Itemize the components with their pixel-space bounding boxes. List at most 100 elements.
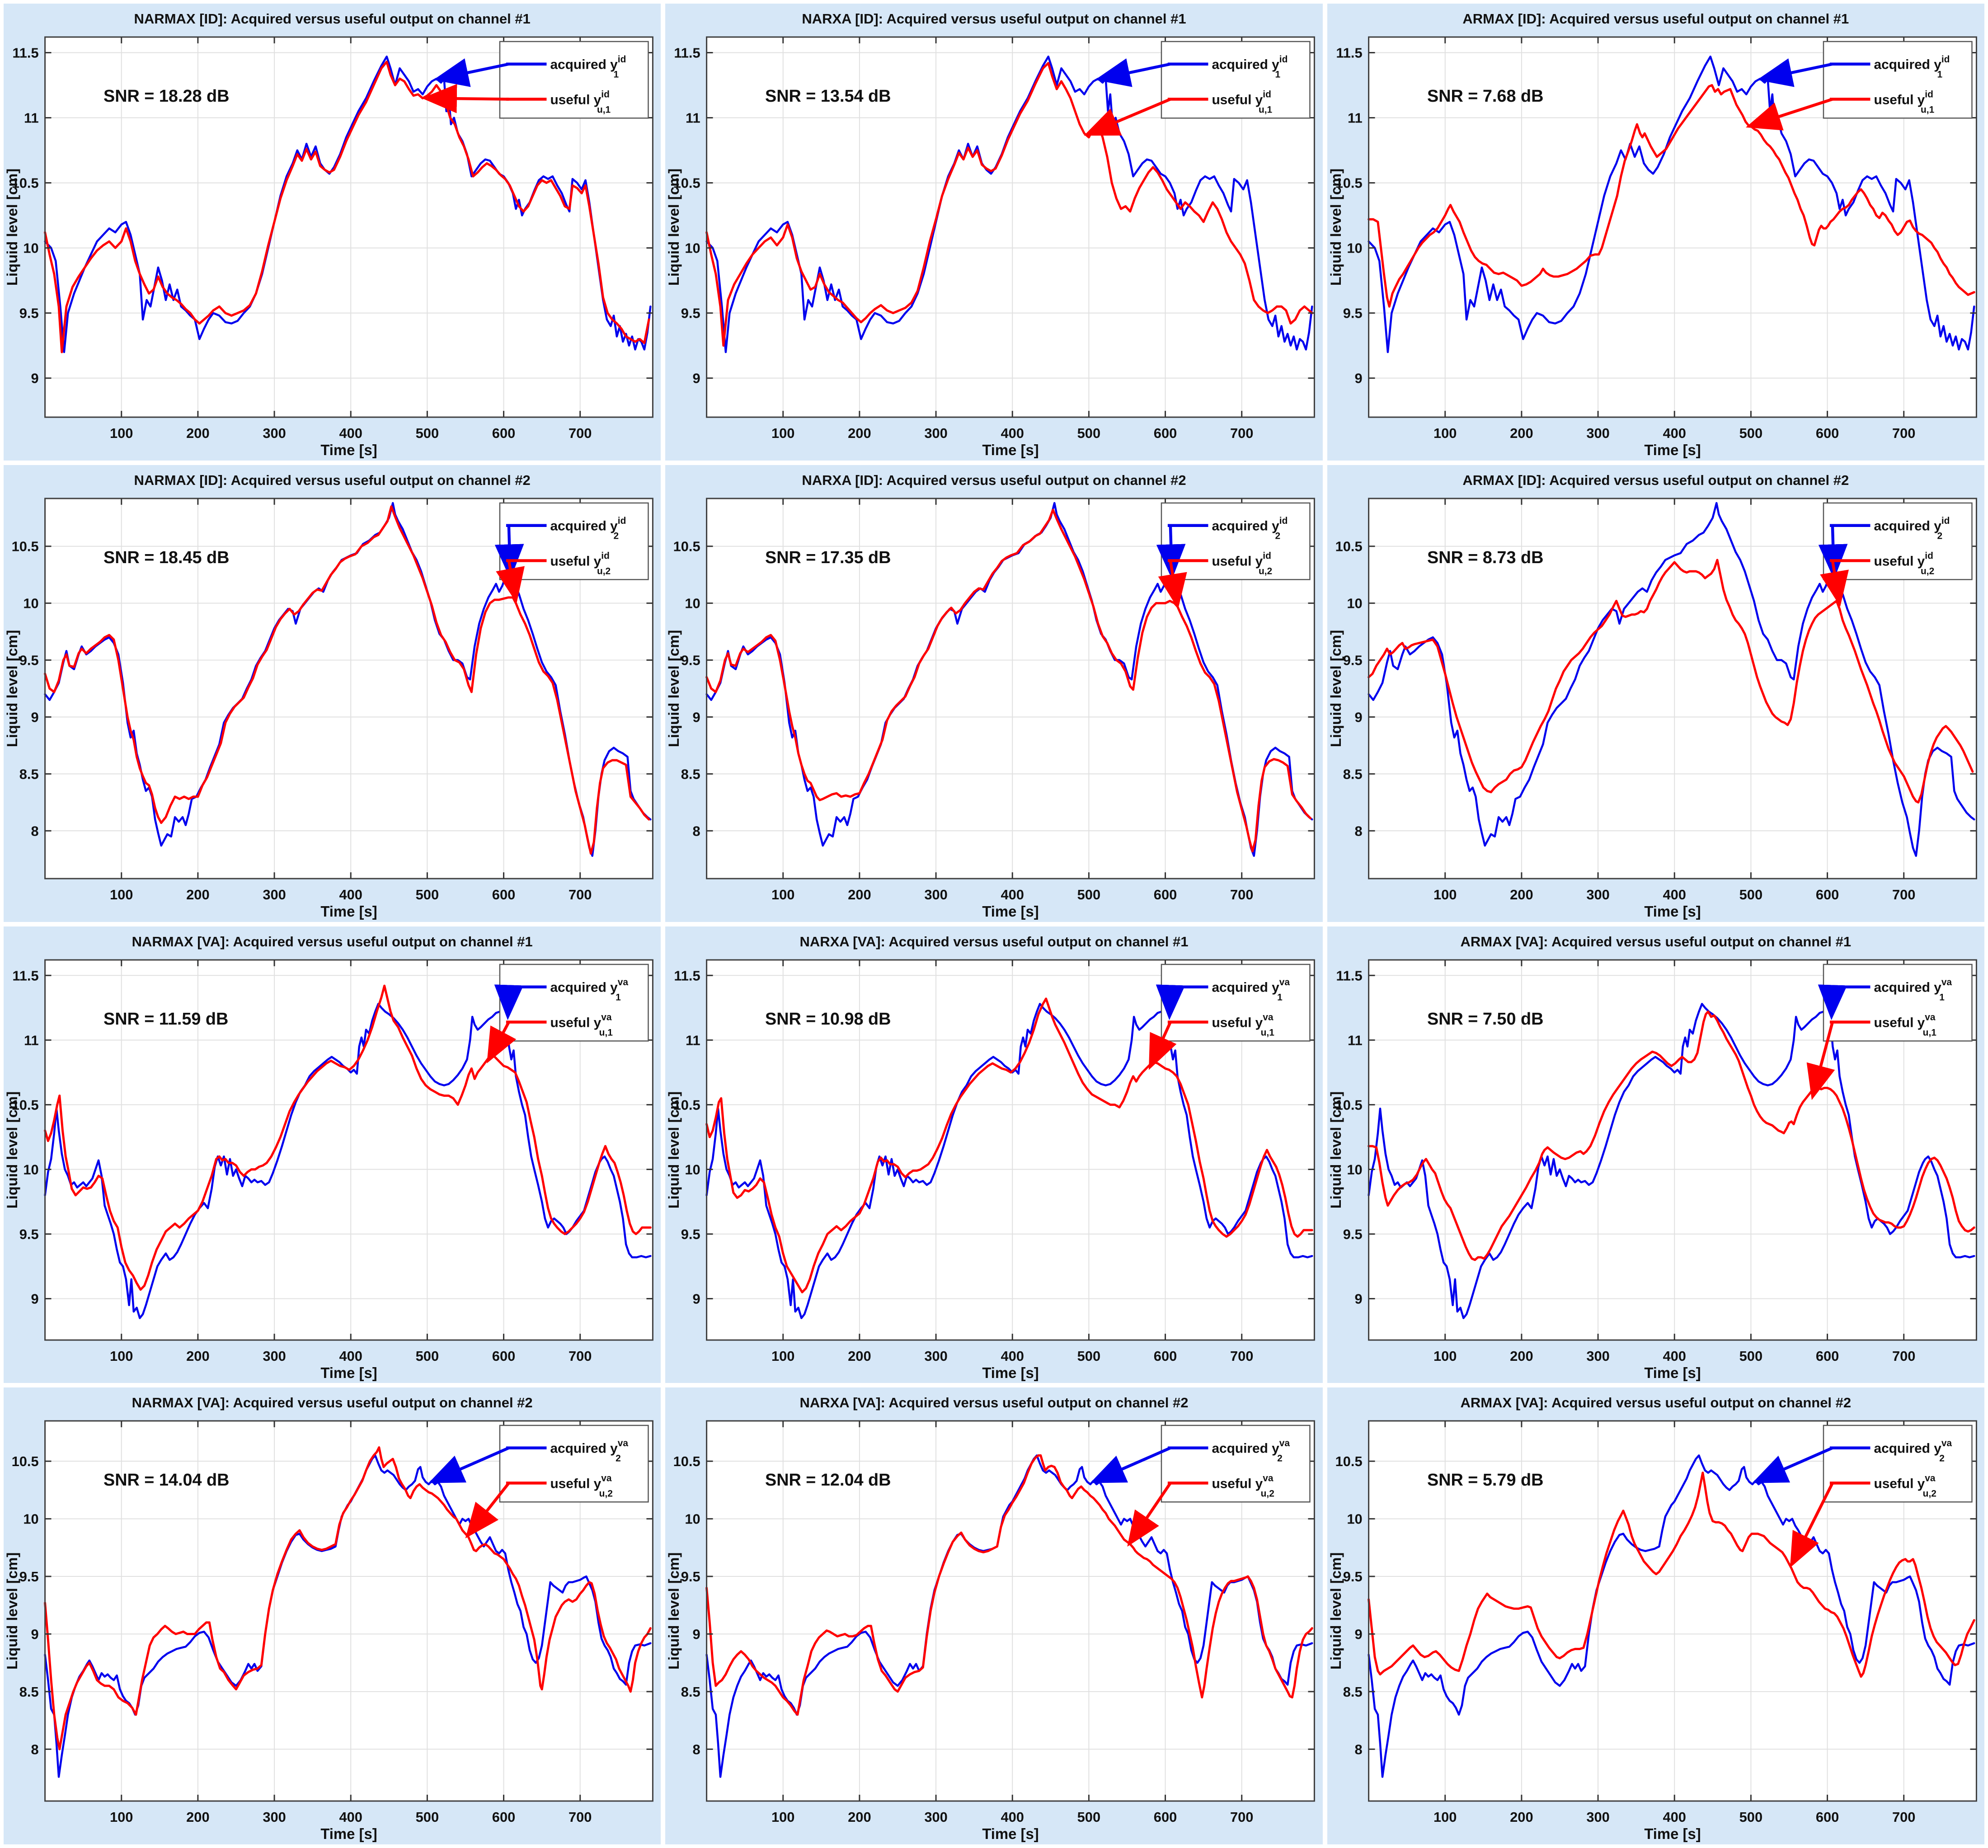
ticks (706, 498, 1315, 879)
y-tick-label: 9.5 (681, 1226, 700, 1242)
panel-NARMAX-ID-ch2: NARMAX [ID]: Acquired versus useful outp… (4, 465, 661, 922)
y-tick-label: 11.5 (12, 45, 38, 61)
legend-leader-useful (1149, 1021, 1177, 1070)
legend-box (1161, 41, 1311, 119)
y-axis-label: Liquid level [cm] (4, 1091, 20, 1208)
x-tick-label: 600 (492, 887, 515, 903)
legend-label: useful yva u,2 (1212, 1473, 1274, 1499)
x-tick-label: 400 (1663, 1809, 1686, 1825)
panel-NARMAX-ID-ch1: NARMAX [ID]: Acquired versus useful outp… (4, 4, 661, 461)
snr-label: SNR = 5.79 dB (1427, 1471, 1543, 1490)
legend-leader-acquired (428, 1447, 510, 1483)
x-axis-label: Time [s] (1644, 1825, 1701, 1842)
y-tick-label: 9.5 (19, 1569, 39, 1585)
panel-ARMAX-ID-ch2: ARMAX [ID]: Acquired versus useful outpu… (1327, 465, 1984, 922)
legend: acquired yid 1 useful yid u,1 (422, 41, 649, 119)
axis-box (44, 36, 653, 418)
x-tick-label: 600 (1154, 887, 1177, 903)
x-axis-label: Time [s] (320, 1825, 377, 1842)
x-tick-label: 600 (1815, 425, 1838, 441)
axis-box (44, 959, 653, 1341)
legend-leader-acquired (433, 58, 509, 87)
x-axis-label: Time [s] (982, 1364, 1039, 1381)
y-tick-label: 9.5 (681, 306, 700, 321)
x-tick-label: 400 (1663, 887, 1686, 903)
axis-box (1368, 36, 1977, 418)
x-tick-label: 500 (416, 1809, 439, 1825)
plot-svg: 100 200 300 400 500 600 700 9 9.5 10 10.5 11 11.5 Tim… (665, 959, 1316, 1381)
panel-NARXA-VA-ch2: NARXA [VA]: Acquired versus useful outpu… (665, 1387, 1323, 1844)
panel-title: NARMAX [ID]: Acquired versus useful outp… (134, 472, 531, 488)
x-tick-label: 300 (925, 887, 948, 903)
y-tick-label: 9.5 (1343, 652, 1362, 668)
y-tick-label: 10.5 (673, 175, 700, 191)
panel-ARMAX-ID-ch1: ARMAX [ID]: Acquired versus useful outpu… (1327, 4, 1984, 461)
x-axis-label: Time [s] (982, 442, 1039, 458)
ticks (706, 959, 1315, 1340)
x-tick-label: 200 (186, 425, 209, 441)
x-tick-label: 600 (1154, 425, 1177, 441)
axis-box (1368, 498, 1977, 879)
legend-label: useful yid u,2 (1874, 550, 1934, 576)
x-tick-label: 200 (848, 425, 871, 441)
plot-svg: 100 200 300 400 500 600 700 8 8.5 9 9.5 10 10.5 Time … (1327, 1420, 1977, 1842)
ticks (706, 1421, 1315, 1801)
y-tick-label: 9.5 (1343, 306, 1362, 321)
axis-box (706, 959, 1316, 1341)
y-tick-label: 10.5 (12, 175, 39, 191)
legend-leader-useful (1084, 98, 1171, 136)
x-tick-label: 600 (1815, 1809, 1838, 1825)
x-tick-label: 100 (1433, 887, 1457, 903)
x-tick-label: 500 (1739, 1348, 1762, 1364)
y-tick-label: 8 (693, 1742, 700, 1758)
x-axis-label: Time [s] (1644, 442, 1701, 458)
x-tick-label: 600 (492, 1809, 515, 1825)
x-axis-label: Time [s] (982, 903, 1039, 920)
x-tick-label: 300 (263, 425, 286, 441)
x-tick-label: 200 (1510, 1348, 1533, 1364)
x-tick-label: 100 (771, 1809, 794, 1825)
ticks (1368, 1421, 1977, 1801)
legend-label: acquired yid 1 (1874, 54, 1950, 80)
axis-box (1368, 959, 1977, 1341)
x-tick-label: 300 (1586, 887, 1609, 903)
y-axis-label: Liquid level [cm] (4, 169, 20, 286)
x-tick-label: 700 (1892, 887, 1915, 903)
y-tick-label: 10 (685, 595, 700, 611)
y-tick-label: 11 (1348, 110, 1363, 126)
snr-label: SNR = 8.73 dB (1427, 548, 1543, 567)
legend-box (1823, 502, 1973, 580)
legend-label: acquired yid 1 (1212, 54, 1288, 80)
x-tick-label: 500 (416, 887, 439, 903)
axis-box (44, 1420, 653, 1802)
legend-leader-useful (487, 1021, 517, 1063)
legend-leader-acquired (1818, 984, 1847, 1020)
y-tick-label: 8 (31, 1742, 38, 1758)
legend-label: acquired yva 2 (1874, 1438, 1952, 1464)
panel-ARMAX-VA-ch1: ARMAX [VA]: Acquired versus useful outpu… (1327, 926, 1984, 1383)
legend-label: useful yid u,1 (1212, 89, 1273, 115)
y-tick-label: 9 (1354, 1627, 1362, 1642)
legend-leader-useful (1158, 560, 1187, 609)
y-tick-label: 8.5 (19, 766, 39, 782)
x-tick-label: 400 (1663, 1348, 1686, 1364)
legend-box (1823, 41, 1973, 119)
x-tick-label: 400 (1001, 887, 1024, 903)
axis-box (706, 36, 1316, 418)
plot-svg: 100 200 300 400 500 600 700 9 9.5 10 10.5 11 11.5 Tim… (665, 36, 1316, 458)
x-tick-label: 700 (1230, 887, 1253, 903)
legend-leader-acquired (1752, 1447, 1833, 1483)
x-tick-label: 100 (110, 887, 133, 903)
y-tick-label: 8.5 (1343, 1684, 1362, 1700)
y-tick-label: 9 (1354, 371, 1362, 386)
legend-box (499, 964, 649, 1042)
x-tick-label: 700 (1230, 1348, 1253, 1364)
x-tick-label: 400 (1001, 1348, 1024, 1364)
y-tick-label: 11 (24, 1032, 39, 1048)
x-tick-label: 200 (848, 1348, 871, 1364)
x-tick-label: 100 (110, 425, 133, 441)
x-tick-label: 500 (1077, 887, 1100, 903)
legend-box (1161, 1425, 1311, 1503)
legend-box (1161, 502, 1311, 580)
axis-box (44, 498, 653, 879)
